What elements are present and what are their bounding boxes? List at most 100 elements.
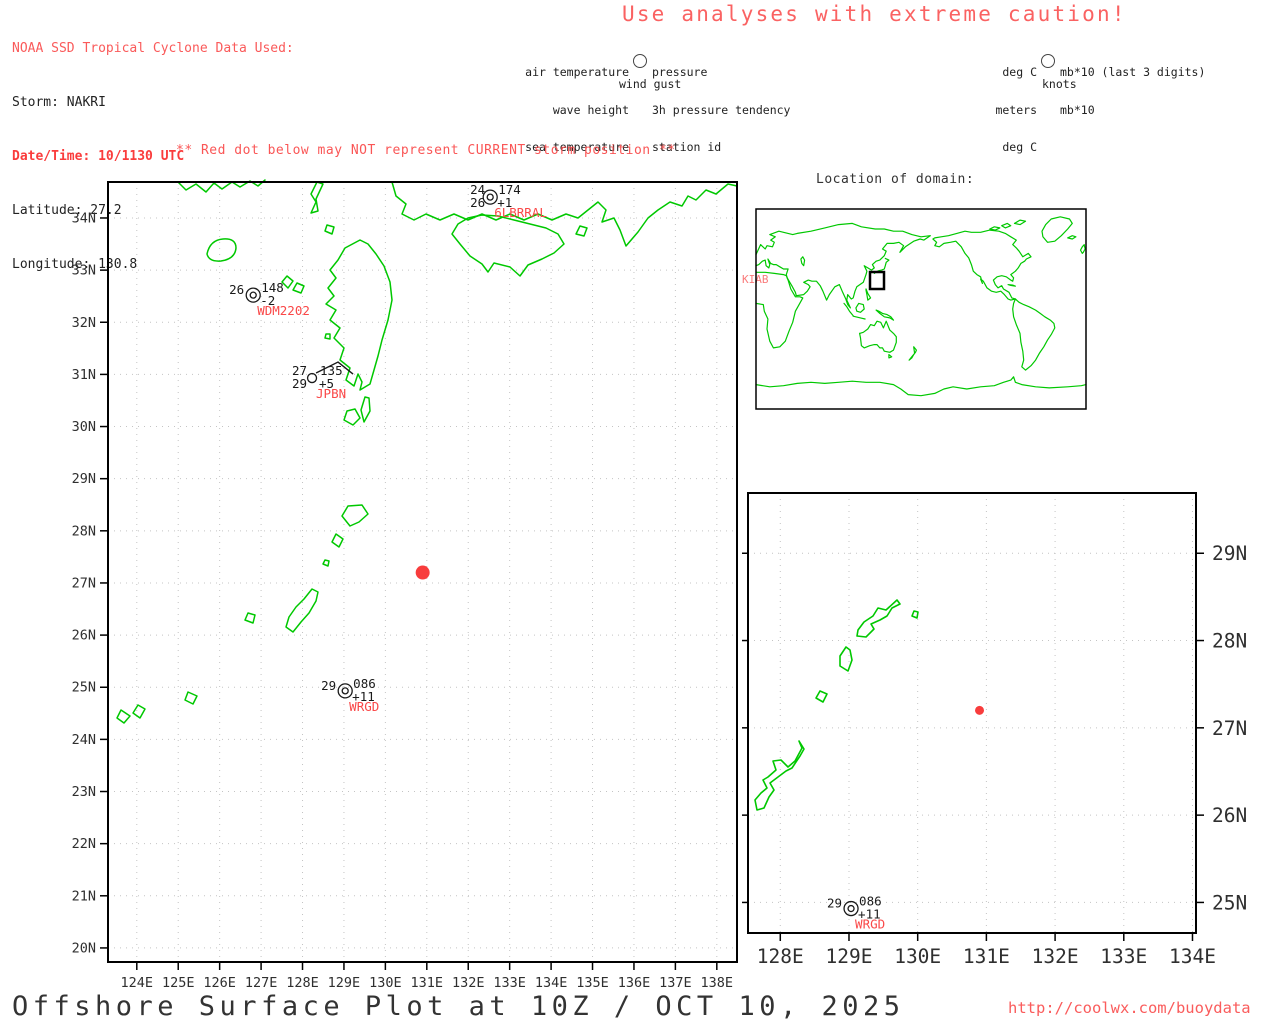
station-model-legend-left: air temperature wave height sea temperat… (500, 41, 629, 179)
lon-tick-label: 136E (618, 975, 651, 991)
legend-pressure-tendency: 3h pressure tendency (652, 102, 791, 117)
lon-tick-label: 134E (535, 975, 568, 991)
coastline (343, 408, 361, 426)
station-id-label: WRGD (349, 699, 379, 714)
legend-wind-gust: wind gust (619, 77, 682, 91)
lat-tick-label: 27N (72, 575, 96, 591)
unit-deg-c-air: deg C (1002, 65, 1037, 79)
header-storm-name: Storm: NAKRI (12, 95, 106, 110)
units-circle-icon (1041, 54, 1055, 68)
storm-position-warning: ** Red dot below may NOT represent CURRE… (176, 143, 676, 158)
wind-barb-icon (315, 361, 354, 375)
station-value-lr: +11 (858, 907, 881, 922)
coastline (755, 235, 931, 309)
storm-position-dot (415, 565, 430, 580)
coastline (324, 224, 335, 235)
station-inner-circle-icon (341, 687, 349, 695)
lon-tick-label: 131E (411, 975, 444, 991)
coastline (800, 256, 806, 267)
lat-tick-label: 24N (72, 732, 96, 748)
lat-tick-label: 21N (72, 888, 96, 904)
storm-position-dot (975, 705, 985, 715)
coastline (184, 691, 198, 705)
coastline (244, 612, 256, 624)
lat-tick-label: 25N (1212, 891, 1247, 914)
lat-tick-label: 28N (72, 523, 96, 539)
coastline (859, 320, 897, 353)
coastline (391, 181, 738, 247)
lon-tick-label: 130E (369, 975, 402, 991)
coastline (132, 704, 146, 719)
coastline (1001, 222, 1012, 229)
station-circle-icon (843, 900, 859, 917)
coastline (331, 533, 344, 548)
coastline (754, 740, 805, 811)
lon-tick-label: 124E (121, 975, 154, 991)
coastline (1041, 216, 1073, 243)
lat-tick-label: 29N (1212, 542, 1247, 565)
coastline (1013, 219, 1027, 226)
lat-tick-label: 29N (72, 471, 96, 487)
units-legend-right: mb*10 (last 3 digits) mb*10 (1060, 41, 1205, 141)
coastline (839, 646, 853, 672)
coastline (360, 396, 371, 423)
lat-tick-label: 32N (72, 315, 96, 331)
header-longitude: Longitude: 130.8 (12, 257, 138, 272)
units-legend-left: deg C meters deg C (940, 41, 1037, 179)
unit-mb10: mb*10 (1060, 102, 1095, 117)
station-id-label: JPBN (316, 386, 346, 401)
coastline (324, 333, 331, 340)
coastline (322, 559, 330, 567)
coastline (451, 214, 565, 277)
header-latitude: Latitude: 27.2 (12, 203, 122, 218)
lat-tick-label: 26N (1212, 804, 1247, 827)
lon-tick-label: 135E (576, 975, 609, 991)
coastline (865, 288, 872, 301)
station-value-lr: +5 (319, 376, 334, 391)
coastline (292, 282, 305, 294)
legend-pressure: pressure (652, 65, 708, 79)
lon-tick-label: 128E (757, 945, 804, 968)
lon-tick-label: 127E (245, 975, 278, 991)
legend-sea-temperature: sea temperature (525, 140, 629, 154)
station-value-ll: 26 (470, 195, 485, 210)
coastline (852, 315, 866, 320)
unit-deg-c-sea: deg C (1002, 140, 1037, 154)
coastline (575, 225, 588, 237)
station-value-ml: 29 (321, 678, 336, 693)
coastline (310, 181, 324, 214)
coastline (815, 690, 828, 703)
lat-tick-label: 22N (72, 836, 96, 852)
station-value-lr: +11 (352, 689, 375, 704)
lon-tick-label: 137E (659, 975, 692, 991)
header-datetime: Date/Time: 10/1130 UTC (12, 149, 185, 164)
lat-tick-label: 27N (1212, 717, 1247, 740)
coastline (755, 222, 931, 256)
coastline (932, 229, 1032, 301)
map-border (755, 208, 1087, 410)
lat-tick-label: 26N (72, 628, 96, 644)
station-circle-icon (337, 683, 353, 699)
legend-station-id: station id (652, 140, 722, 154)
lon-tick-label: 132E (452, 975, 485, 991)
station-value-ur: 086 (859, 894, 882, 909)
legend-wave-height: wave height (552, 102, 629, 117)
coastline (341, 504, 369, 527)
coastline (1007, 284, 1016, 287)
coastline (755, 376, 1087, 397)
coastline (875, 309, 895, 321)
station-circle-icon (306, 372, 318, 384)
lon-tick-label: 138E (701, 975, 734, 991)
station-value-ur: 174 (498, 182, 521, 197)
station-inner-circle-icon (847, 904, 855, 913)
unit-knots: knots (1042, 77, 1077, 91)
coastline (1067, 235, 1077, 240)
coastline (285, 588, 319, 633)
coastline (325, 239, 393, 391)
map-border (747, 492, 1197, 934)
station-inner-circle-icon (486, 193, 494, 201)
lon-tick-label: 130E (894, 945, 941, 968)
